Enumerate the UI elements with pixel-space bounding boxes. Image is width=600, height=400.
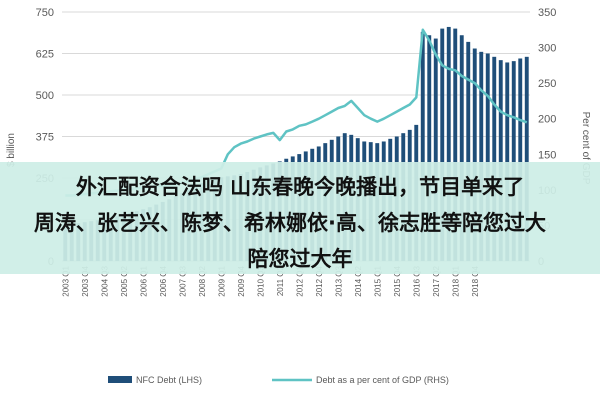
bar <box>485 53 490 261</box>
right-tick-label: 250 <box>538 78 556 90</box>
headline-line-2: 周涛、张艺兴、陈梦、希林娜依·高、徐志胜等陪您过大 <box>34 211 546 235</box>
x-tick-label: 2012 Q4 <box>315 266 324 297</box>
bar <box>459 35 464 261</box>
bar <box>511 61 516 261</box>
left-tick-label: 750 <box>36 7 54 19</box>
bar <box>420 31 425 262</box>
bar <box>453 28 458 261</box>
left-tick-label: 375 <box>36 132 54 144</box>
bar <box>472 48 477 261</box>
bar <box>524 56 529 261</box>
left-tick-label: 625 <box>36 49 54 61</box>
x-tick-label: 2005 Q2 <box>120 266 129 297</box>
headline-overlay-band <box>0 162 600 274</box>
left-axis-title: $ billion <box>6 133 17 167</box>
bar <box>427 35 432 261</box>
bar <box>440 28 445 261</box>
bar <box>498 60 503 261</box>
right-tick-label: 150 <box>538 149 556 161</box>
bar <box>505 62 510 261</box>
x-tick-label: 2006 Q4 <box>159 266 168 297</box>
legend-nfc-debt: NFC Debt (LHS) <box>136 375 202 385</box>
x-tick-label: 2015 Q4 <box>393 266 402 297</box>
x-tick-label: 2004 Q3 <box>100 266 109 297</box>
legend: NFC Debt (LHS) Debt as a per cent of GDP… <box>108 375 449 385</box>
headline-line-1: 外汇配资合法吗 山东春晚今晚播出，节目单来了 <box>75 175 525 199</box>
x-tick-label: 2006 Q1 <box>139 266 148 297</box>
left-tick-label: 500 <box>36 90 54 102</box>
x-tick-label: 2011 Q2 <box>276 266 285 297</box>
x-tick-label: 2018 Q4 <box>471 266 480 297</box>
x-tick-label: 2009 Q4 <box>237 266 246 297</box>
x-tick-label: 2014 Q2 <box>354 266 363 297</box>
x-tick-label: 2013 Q3 <box>334 266 343 297</box>
right-tick-label: 200 <box>538 114 556 126</box>
x-tick-label: 2007 Q3 <box>178 266 187 297</box>
x-tick-label: 2012 Q1 <box>295 266 304 297</box>
x-tick-label: 2017 Q2 <box>432 266 441 297</box>
bar <box>492 56 497 261</box>
x-tick-label: 2009 Q1 <box>217 266 226 297</box>
right-axis-title: Per cent of GDP <box>580 112 591 185</box>
x-tick-label: 2008 Q2 <box>198 266 207 297</box>
bar <box>446 26 451 261</box>
legend-bar-swatch <box>108 376 132 383</box>
x-axis-ticks: 2003 Q1 2003 Q4 2004 Q3 2005 Q2 2006 Q1 2006 … <box>61 266 480 297</box>
x-tick-label: 2003 Q1 <box>61 266 70 297</box>
bar <box>466 41 471 261</box>
headline-line-3: 陪您过大年 <box>247 247 353 271</box>
x-tick-label: 2016 Q3 <box>412 266 421 297</box>
right-tick-label: 350 <box>538 7 556 19</box>
x-tick-label: 2010 Q3 <box>256 266 265 297</box>
bar <box>479 51 484 262</box>
bar <box>433 38 438 262</box>
right-tick-label: 300 <box>538 43 556 55</box>
x-tick-label: 2015 Q1 <box>373 266 382 297</box>
x-tick-label: 2003 Q4 <box>81 266 90 297</box>
x-tick-label: 2018 Q1 <box>451 266 460 297</box>
legend-debt-gdp: Debt as a per cent of GDP (RHS) <box>316 375 449 385</box>
bar <box>518 58 523 262</box>
